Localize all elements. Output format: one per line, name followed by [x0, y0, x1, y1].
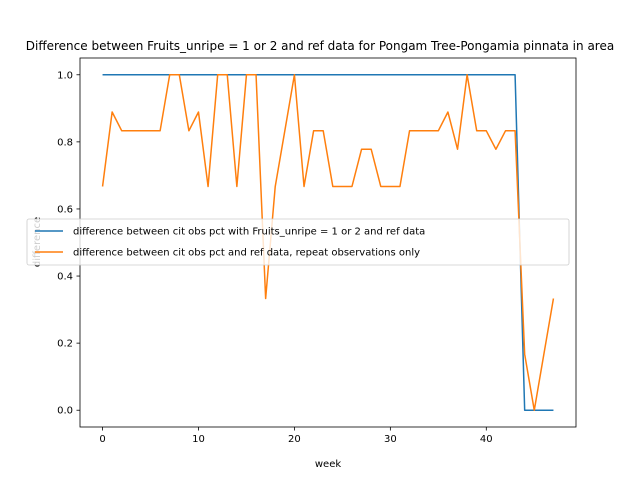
y-tick-label: 0.0 — [57, 406, 73, 417]
y-tick-label: 1.0 — [57, 70, 73, 81]
x-tick-label: 10 — [192, 434, 205, 445]
x-tick-label: 20 — [288, 434, 301, 445]
x-tick-label: 30 — [384, 434, 397, 445]
legend-label-2: difference between cit obs pct and ref d… — [73, 248, 420, 259]
series-line-2 — [101, 74, 555, 411]
legend-label-1: difference between cit obs pct with Frui… — [73, 227, 425, 238]
x-tick-label: 40 — [480, 434, 493, 445]
y-tick-label: 0.8 — [57, 137, 73, 148]
y-tick-label: 0.6 — [57, 204, 73, 215]
legend: difference between cit obs pct with Frui… — [26, 218, 570, 266]
x-axis-label: week — [315, 459, 341, 470]
y-tick-label: 0.4 — [57, 272, 73, 283]
legend-box — [26, 218, 570, 266]
chart-title: Difference between Fruits_unripe = 1 or … — [26, 39, 614, 53]
y-tick-label: 0.2 — [57, 339, 73, 350]
y-axis: 0.0 0.2 0.4 0.6 0.8 1.0 — [57, 70, 80, 417]
x-tick-label: 0 — [99, 434, 105, 445]
x-axis: 0 10 20 30 40 — [99, 427, 493, 445]
